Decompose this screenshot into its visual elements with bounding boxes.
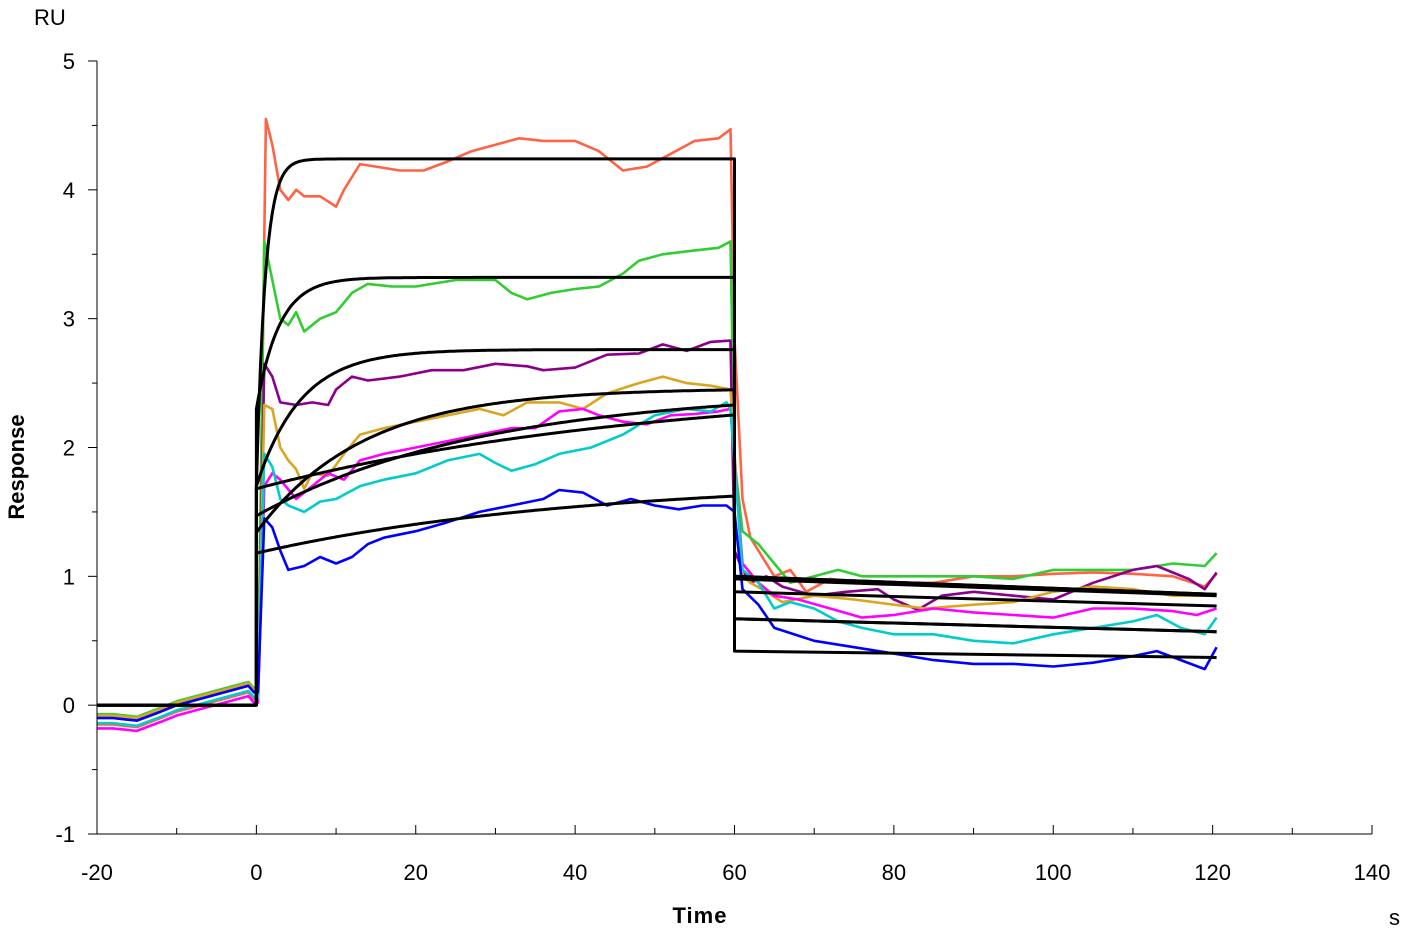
data-series-curve-4 [97,375,1213,720]
y-tick-label: 5 [63,49,75,74]
x-tick-label: 60 [722,860,746,885]
fit-curve-fit-6 [97,403,1217,707]
y-axis-title: Response [4,414,29,519]
x-unit-label: s [1389,905,1400,930]
x-tick-label: 20 [404,860,428,885]
fit-curve-fit-3 [97,348,1217,707]
y-tick-label: 0 [63,693,75,718]
y-tick-label: 1 [63,564,75,589]
data-series-curve-6 [97,401,1218,728]
fit-curve-fit-7 [97,494,1217,707]
x-tick-label: 120 [1194,860,1231,885]
y-tick-label: 4 [63,178,75,203]
x-tick-label: 80 [882,860,906,885]
fit-curve-fit-2 [97,275,1217,707]
data-series-layer [97,117,1218,733]
fit-curve-fit-4 [97,388,1217,707]
x-tick-label: 100 [1035,860,1072,885]
x-tick-label: -20 [81,860,113,885]
fit-curve-fit-5 [97,413,1217,707]
fit-curve-fit-1 [97,157,1217,707]
x-tick-label: 140 [1354,860,1391,885]
x-axis-title: Time [673,903,728,928]
y-tick-label: 3 [63,307,75,332]
x-tick-label: 0 [250,860,262,885]
axes: -20 0 20 40 60 80 100 120 140 -1 0 1 2 3 4 5 [55,49,1390,885]
fit-curves-layer [97,157,1217,707]
data-series-curve-7 [97,488,1218,722]
y-unit-label: RU [34,5,66,30]
y-tick-label: 2 [63,436,75,461]
y-tick-label: -1 [55,822,75,847]
data-series-curve-5 [97,407,1218,733]
x-tick-label: 40 [563,860,587,885]
